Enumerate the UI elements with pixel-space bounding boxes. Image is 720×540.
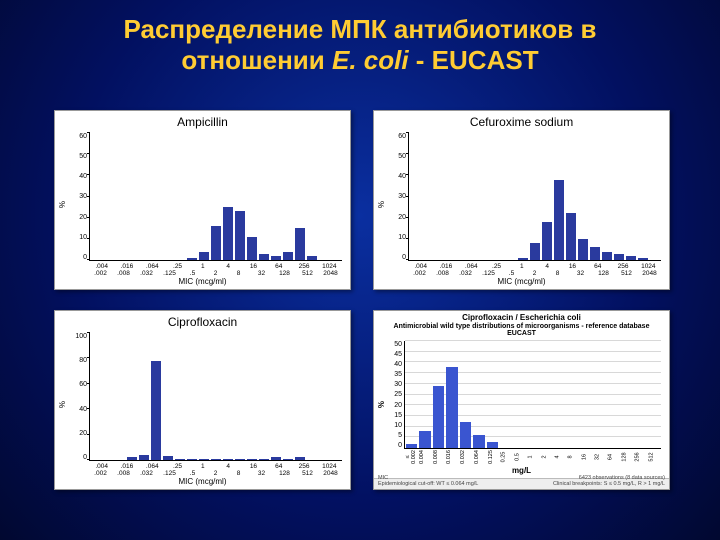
chart-subtitle2: EUCAST (374, 330, 669, 337)
bar (446, 367, 457, 448)
bar (590, 247, 600, 260)
bar (295, 457, 305, 460)
y-ticks: 0102030405060 (67, 133, 87, 261)
title-line1: Распределение МПК антибиотиков в (0, 14, 720, 45)
panel-cefuroxime: Cefuroxime sodium % 0102030405060 .004.0… (373, 110, 670, 290)
bar (211, 226, 221, 260)
bars (90, 333, 342, 460)
footer-left: MIC Epidemiological cut-off: WT ≤ 0.064 … (378, 475, 478, 487)
bar (271, 256, 281, 260)
bar (283, 252, 293, 260)
bar (460, 422, 471, 448)
bar (602, 252, 612, 260)
bar (433, 386, 444, 448)
bar (247, 237, 257, 260)
plot-area (408, 133, 661, 261)
bar (175, 459, 185, 460)
bars (90, 133, 342, 260)
bar (614, 254, 624, 260)
bar (626, 256, 636, 260)
bar (127, 457, 137, 460)
bar (199, 459, 209, 460)
x-axis-label: mg/L (374, 466, 669, 475)
bar (542, 222, 552, 260)
y-axis-label: % (377, 201, 386, 208)
bar (163, 456, 173, 460)
bar (530, 243, 540, 260)
bar (187, 459, 197, 460)
y-axis-label: % (58, 401, 67, 408)
bar (139, 455, 149, 460)
bars (405, 341, 661, 448)
bar (307, 256, 317, 260)
x-axis-label: MIC (mcg/ml) (55, 477, 350, 486)
x-ticks-lower: .002.008.032.125.528321285122048 (89, 470, 342, 477)
chart-title: Ciprofloxacin (55, 311, 350, 329)
chart-footer: MIC Epidemiological cut-off: WT ≤ 0.064 … (378, 475, 665, 487)
bar (259, 459, 269, 460)
bar (223, 207, 233, 260)
chart-title: Ciprofloxacin / Escherichia coli (374, 311, 669, 323)
bar (187, 258, 197, 260)
panel-ciprofloxacin: Ciprofloxacin % 020406080100 .004.016.06… (54, 310, 351, 490)
panel-eucast-reference: Ciprofloxacin / Escherichia coli Antimic… (373, 310, 670, 490)
chart-subtitle: Antimicrobial wild type distributions of… (374, 323, 669, 330)
bar (235, 459, 245, 460)
bar (211, 459, 221, 460)
bar (473, 435, 484, 448)
chart-grid: Ampicillin % 0102030405060 .004.016.064.… (54, 110, 670, 490)
y-ticks: 0102030405060 (386, 133, 406, 261)
bar (518, 258, 528, 260)
bar (283, 459, 293, 460)
x-ticks: ≤ 0.0020.0040.0080.0160.0320.0640.1250.2… (404, 451, 661, 463)
bar (295, 228, 305, 260)
bars (409, 133, 661, 260)
x-axis-label: MIC (mcg/ml) (374, 277, 669, 286)
bar (271, 457, 281, 460)
y-axis-label: % (58, 201, 67, 208)
page-title: Распределение МПК антибиотиков в отношен… (0, 0, 720, 76)
plot-area (89, 133, 342, 261)
x-ticks-upper: .004.016.064.251416642561024 (89, 263, 342, 270)
title-line2: отношении E. coli - EUCAST (0, 45, 720, 76)
plot-area (89, 333, 342, 461)
bar (419, 431, 430, 448)
y-ticks: 05101520253035404550 (384, 341, 402, 449)
bar (578, 239, 588, 260)
x-ticks-upper: .004.016.064.251416642561024 (408, 263, 661, 270)
bar (247, 459, 257, 460)
x-axis-label: MIC (mcg/ml) (55, 277, 350, 286)
chart-title: Cefuroxime sodium (374, 111, 669, 129)
bar (223, 459, 233, 460)
bar (487, 442, 498, 448)
bar (235, 211, 245, 260)
footer-right: 6423 observations (8 data sources) Clini… (553, 475, 665, 487)
y-ticks: 020406080100 (67, 333, 87, 461)
bar (199, 252, 209, 260)
bar (259, 254, 269, 260)
x-ticks-lower: .002.008.032.125.528321285122048 (89, 270, 342, 277)
bar (151, 361, 161, 460)
chart-title: Ampicillin (55, 111, 350, 129)
bar (406, 444, 417, 448)
plot-area (404, 341, 661, 449)
bar (554, 180, 564, 260)
bar (638, 258, 648, 260)
bar (566, 213, 576, 260)
x-ticks-upper: .004.016.064.251416642561024 (89, 463, 342, 470)
panel-ampicillin: Ampicillin % 0102030405060 .004.016.064.… (54, 110, 351, 290)
x-ticks-lower: .002.008.032.125.528321285122048 (408, 270, 661, 277)
